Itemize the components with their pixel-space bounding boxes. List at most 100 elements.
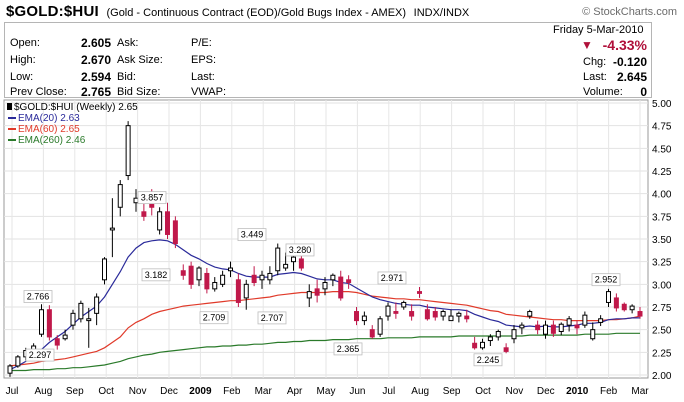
candle-body: [543, 324, 548, 335]
legend-entry: EMA(60) 2.65: [18, 124, 80, 135]
candle-body: [259, 274, 265, 281]
low-value: 2.594: [80, 70, 111, 84]
bid-size-label: Bid Size:: [117, 86, 161, 98]
candle-body: [204, 272, 210, 290]
candle-body: [464, 315, 470, 320]
chg-value: -0.120: [612, 55, 647, 69]
annotation-box: [237, 228, 267, 242]
candle-body: [94, 296, 100, 314]
symbol: $GOLD:$HUI: [6, 3, 99, 20]
candle-body: [157, 211, 163, 231]
high-value: 2.670: [80, 53, 111, 67]
candle-body: [251, 274, 257, 284]
x-tick-label: Oct: [98, 386, 114, 397]
y-tick-label: 2.50: [652, 326, 672, 337]
candle-body: [133, 197, 139, 204]
candle-body: [86, 318, 92, 322]
candle-body: [235, 279, 241, 303]
y-tick-label: 4.00: [652, 190, 672, 201]
eps-label: EPS:: [191, 54, 217, 66]
candle-body: [141, 211, 147, 217]
candle-body: [78, 302, 84, 320]
candle-body: [291, 256, 296, 263]
chart-title: $GOLD:$HUI (Weekly) 2.65: [14, 102, 138, 113]
candle-body: [346, 279, 352, 284]
x-tick-label: Apr: [287, 386, 303, 397]
candle-body: [519, 324, 525, 329]
x-tick-label: Mar: [255, 386, 273, 397]
y-tick-label: 5.00: [652, 99, 672, 110]
x-tick-label: Sep: [66, 386, 84, 397]
candle-body: [503, 347, 509, 352]
candle-body: [393, 311, 399, 314]
down-arrow-icon: ▼: [581, 38, 593, 52]
chart-header: $GOLD:$HUI (Gold - Continuous Contract (…: [6, 3, 469, 20]
open-label: Open:: [10, 37, 40, 49]
x-tick-label: Oct: [475, 386, 491, 397]
candle-body: [322, 282, 328, 290]
candle-body: [283, 263, 289, 269]
candle-body: [62, 334, 68, 340]
legend-candle-icon: [7, 103, 12, 110]
quote-panel: Open: 2.605 High: 2.670 Low: 2.594 Prev …: [4, 22, 652, 99]
candle-body: [228, 267, 233, 272]
ask-size-label: Ask Size:: [117, 54, 163, 66]
annotation-box: [257, 311, 287, 325]
candle-body: [46, 309, 52, 338]
candle-body: [637, 311, 643, 317]
chg-label: Chg:: [583, 56, 607, 68]
legend-entry: EMA(260) 2.46: [18, 135, 86, 146]
candle-body: [298, 258, 304, 269]
symbol-description: (Gold - Continuous Contract (EOD)/Gold B…: [106, 7, 407, 19]
candle-body: [243, 283, 249, 299]
annotation-box: [25, 348, 55, 362]
prevclose-value: 2.765: [80, 85, 111, 99]
x-tick-label: Jul: [382, 386, 395, 397]
brand-label: © StockCharts.com: [582, 6, 677, 18]
annotation-label: 2.707: [261, 313, 284, 323]
x-tick-label: Feb: [600, 386, 618, 397]
candle-body: [472, 342, 478, 349]
annotation-label: 3.449: [241, 230, 264, 240]
annotation-label: 2.766: [27, 292, 50, 302]
candle-body: [495, 330, 501, 338]
candle-body: [338, 276, 344, 299]
x-tick-label: Dec: [160, 386, 178, 397]
legend-entry: EMA(20) 2.63: [18, 113, 80, 124]
volume-label: Volume:: [583, 86, 623, 98]
annotation-box: [377, 271, 407, 285]
candle-body: [613, 297, 619, 309]
candle-body: [220, 274, 226, 285]
ask-label: Ask:: [117, 37, 139, 49]
candle-body: [440, 311, 446, 317]
y-tick-label: 3.50: [652, 235, 672, 246]
annotation-box: [141, 268, 171, 282]
x-tick-label: Jun: [349, 386, 365, 397]
candle-body: [15, 356, 21, 367]
candle-body: [621, 303, 627, 311]
open-value: 2.605: [80, 36, 111, 50]
y-tick-label: 3.75: [652, 212, 672, 223]
annotation-label: 2.297: [29, 350, 52, 360]
candle-body: [180, 270, 186, 276]
annotation-label: 3.280: [289, 245, 312, 255]
candle-body: [369, 329, 375, 338]
candle-body: [117, 184, 123, 208]
annotation-label: 2.365: [337, 344, 360, 354]
x-tick-label: 2009: [189, 386, 212, 397]
candle-body: [480, 341, 485, 349]
candle-body: [70, 312, 76, 326]
y-tick-label: 2.00: [652, 371, 672, 382]
quote-date: Friday 5-Mar-2010: [553, 24, 644, 36]
x-tick-label: Nov: [129, 386, 147, 397]
annotation-label: 2.971: [381, 273, 404, 283]
candle-body: [275, 247, 281, 272]
annotation-label: 2.952: [595, 275, 618, 285]
candle-body: [361, 315, 367, 322]
annotation-label: 2.709: [203, 313, 226, 323]
candle-body: [598, 318, 604, 323]
candle-body: [385, 305, 391, 317]
candle-body: [7, 365, 13, 374]
pe-label: P/E:: [191, 37, 212, 49]
